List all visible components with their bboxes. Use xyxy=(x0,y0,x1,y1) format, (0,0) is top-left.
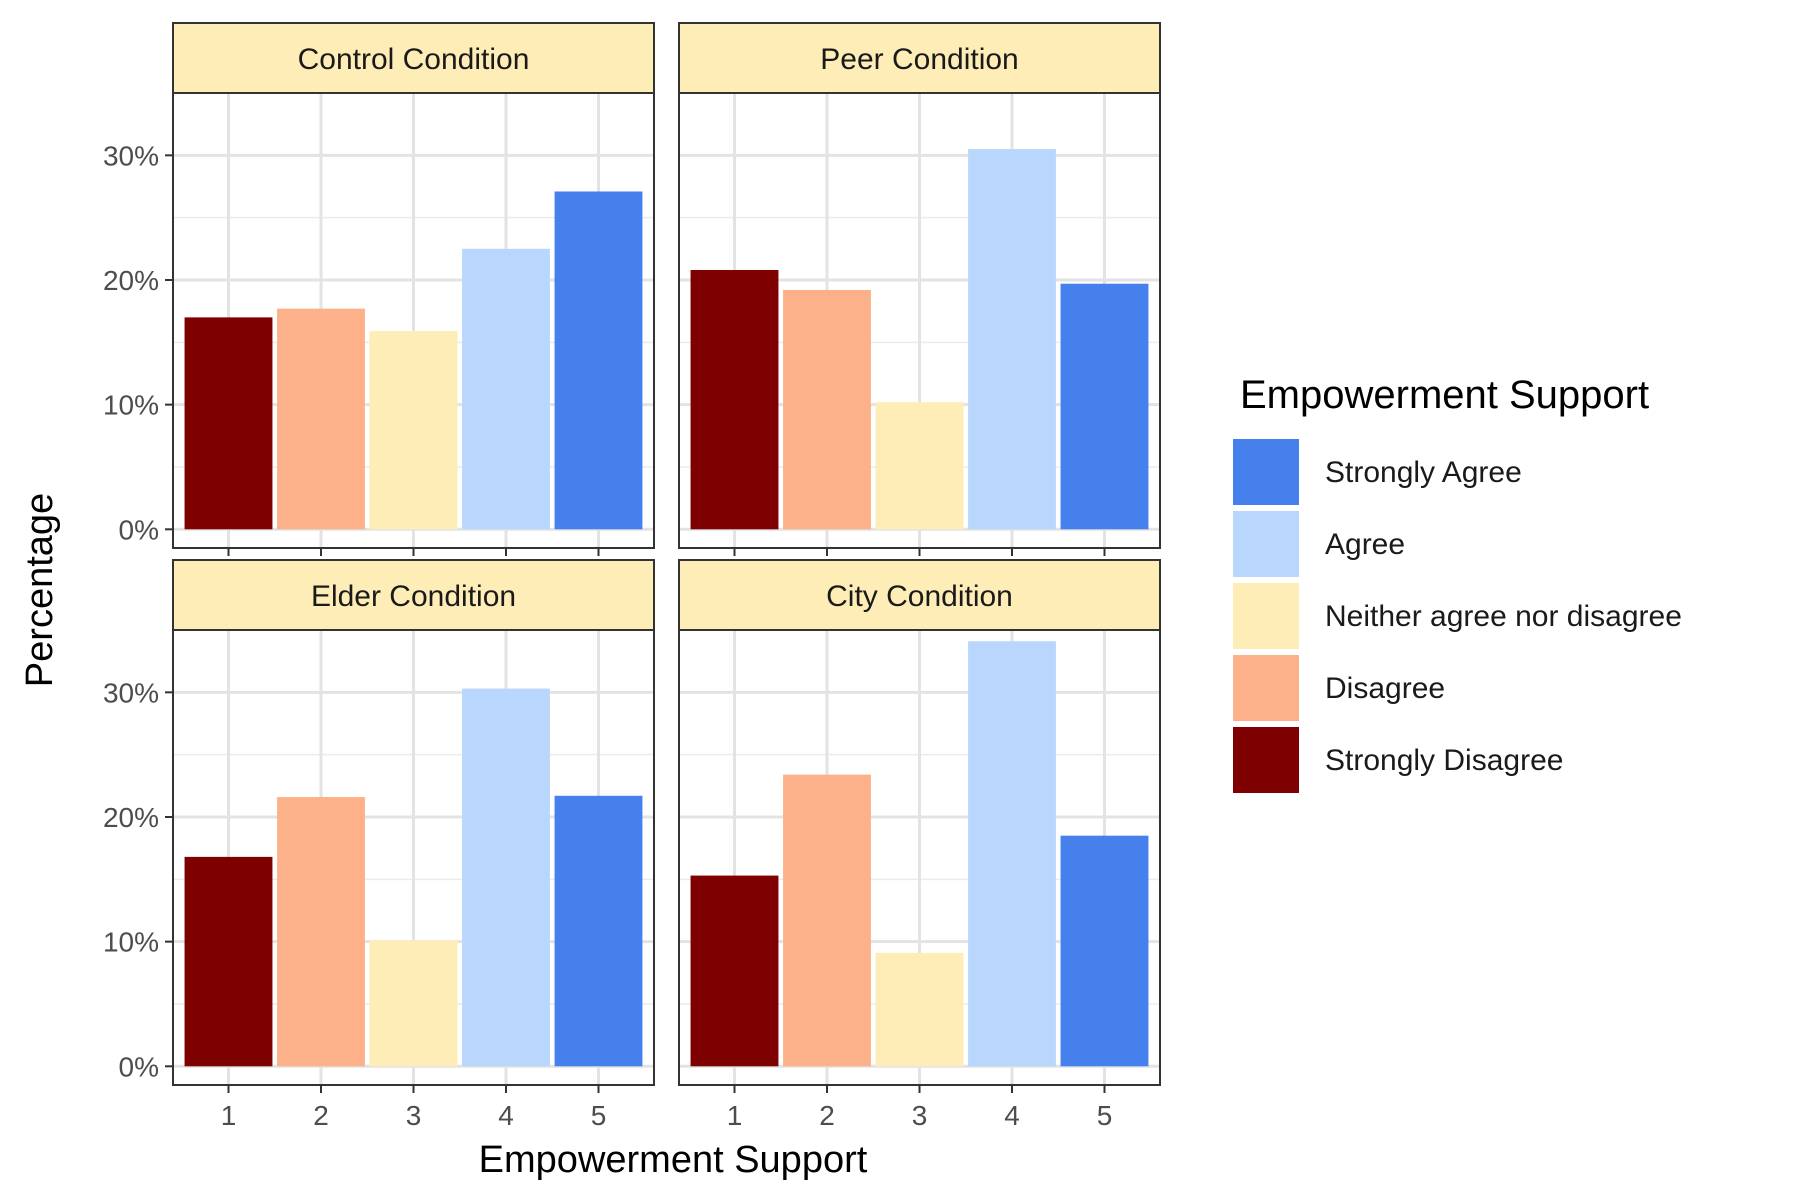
y-tick-label: 20% xyxy=(103,265,159,296)
bar-2 xyxy=(277,308,365,530)
strip-label: Peer Condition xyxy=(820,43,1018,76)
legend-key xyxy=(1233,655,1299,721)
legend-key xyxy=(1233,583,1299,649)
legend-key xyxy=(1233,439,1299,505)
legend-label: Strongly Disagree xyxy=(1325,744,1563,777)
bar-1 xyxy=(690,270,779,530)
legend-item-strongly-disagree: Strongly Disagree xyxy=(1233,727,1563,793)
x-tick-label: 2 xyxy=(819,1100,835,1131)
strip-label: Elder Condition xyxy=(311,580,516,613)
strip-label: City Condition xyxy=(826,580,1013,613)
x-tick-label: 5 xyxy=(1097,1100,1113,1131)
bar-1 xyxy=(184,856,273,1067)
legend-title: Empowerment Support xyxy=(1240,373,1649,417)
bar-4 xyxy=(462,248,550,530)
legend-label: Disagree xyxy=(1325,672,1445,705)
legend-label: Agree xyxy=(1325,528,1405,561)
bar-3 xyxy=(875,952,964,1067)
bar-5 xyxy=(1060,283,1149,530)
legend-item-strongly-agree: Strongly Agree xyxy=(1233,439,1522,505)
y-tick-label: 30% xyxy=(103,140,159,171)
legend-item-agree: Agree xyxy=(1233,511,1405,577)
bar-4 xyxy=(968,641,1056,1067)
x-tick-label: 2 xyxy=(313,1100,329,1131)
bar-4 xyxy=(968,149,1056,530)
legend: Empowerment Support Strongly Agree Agree N… xyxy=(1233,373,1682,793)
legend-item-neither-agree-nor-disagree: Neither agree nor disagree xyxy=(1233,583,1682,649)
y-tick-label: 20% xyxy=(103,802,159,833)
bar-5 xyxy=(1060,835,1149,1067)
bar-2 xyxy=(783,774,871,1067)
y-tick-label: 30% xyxy=(103,677,159,708)
x-tick-label: 4 xyxy=(498,1100,514,1131)
strip-control-condition xyxy=(172,22,655,94)
bar-5 xyxy=(554,795,643,1067)
x-axis-title: Empowerment Support xyxy=(479,1139,868,1181)
bar-3 xyxy=(875,402,964,530)
bar-3 xyxy=(369,331,458,530)
bar-3 xyxy=(369,940,458,1067)
bar-5 xyxy=(554,191,643,530)
bar-2 xyxy=(783,289,871,530)
legend-key xyxy=(1233,511,1299,577)
y-tick-label: 10% xyxy=(103,390,159,421)
bar-1 xyxy=(690,875,779,1067)
strip-elder-condition xyxy=(172,559,655,631)
bar-2 xyxy=(277,797,365,1067)
x-tick-label: 3 xyxy=(406,1100,422,1131)
y-axis-title: Percentage xyxy=(19,493,61,687)
y-tick-label: 0% xyxy=(119,1051,159,1082)
chart-axes: 0% 10% 20% 30% 0% 10% 20% 30% 1 2 3 4 5 1 2 3 4 5 xyxy=(103,140,1112,1131)
legend-item-disagree: Disagree xyxy=(1233,655,1445,721)
y-tick-label: 0% xyxy=(119,514,159,545)
bar-4 xyxy=(462,688,550,1067)
bar-1 xyxy=(184,317,273,530)
panel-elder-condition: Elder Condition xyxy=(172,559,655,1086)
panel-control-condition: Control Condition xyxy=(172,22,655,549)
panel-peer-condition: Peer Condition xyxy=(678,22,1161,549)
x-tick-label: 4 xyxy=(1004,1100,1020,1131)
strip-peer-condition xyxy=(678,22,1161,94)
x-tick-label: 5 xyxy=(591,1100,607,1131)
x-tick-label: 3 xyxy=(912,1100,928,1131)
strip-city-condition xyxy=(678,559,1161,631)
y-tick-label: 10% xyxy=(103,927,159,958)
panel-city-condition: City Condition xyxy=(678,559,1161,1086)
legend-key xyxy=(1233,727,1299,793)
x-tick-label: 1 xyxy=(221,1100,237,1131)
strip-label: Control Condition xyxy=(298,43,530,76)
legend-label: Strongly Agree xyxy=(1325,456,1522,489)
chart-panels: Control Condition Peer Condition Elder Con… xyxy=(172,22,1161,1086)
legend-label: Neither agree nor disagree xyxy=(1325,600,1682,633)
x-tick-label: 1 xyxy=(727,1100,743,1131)
